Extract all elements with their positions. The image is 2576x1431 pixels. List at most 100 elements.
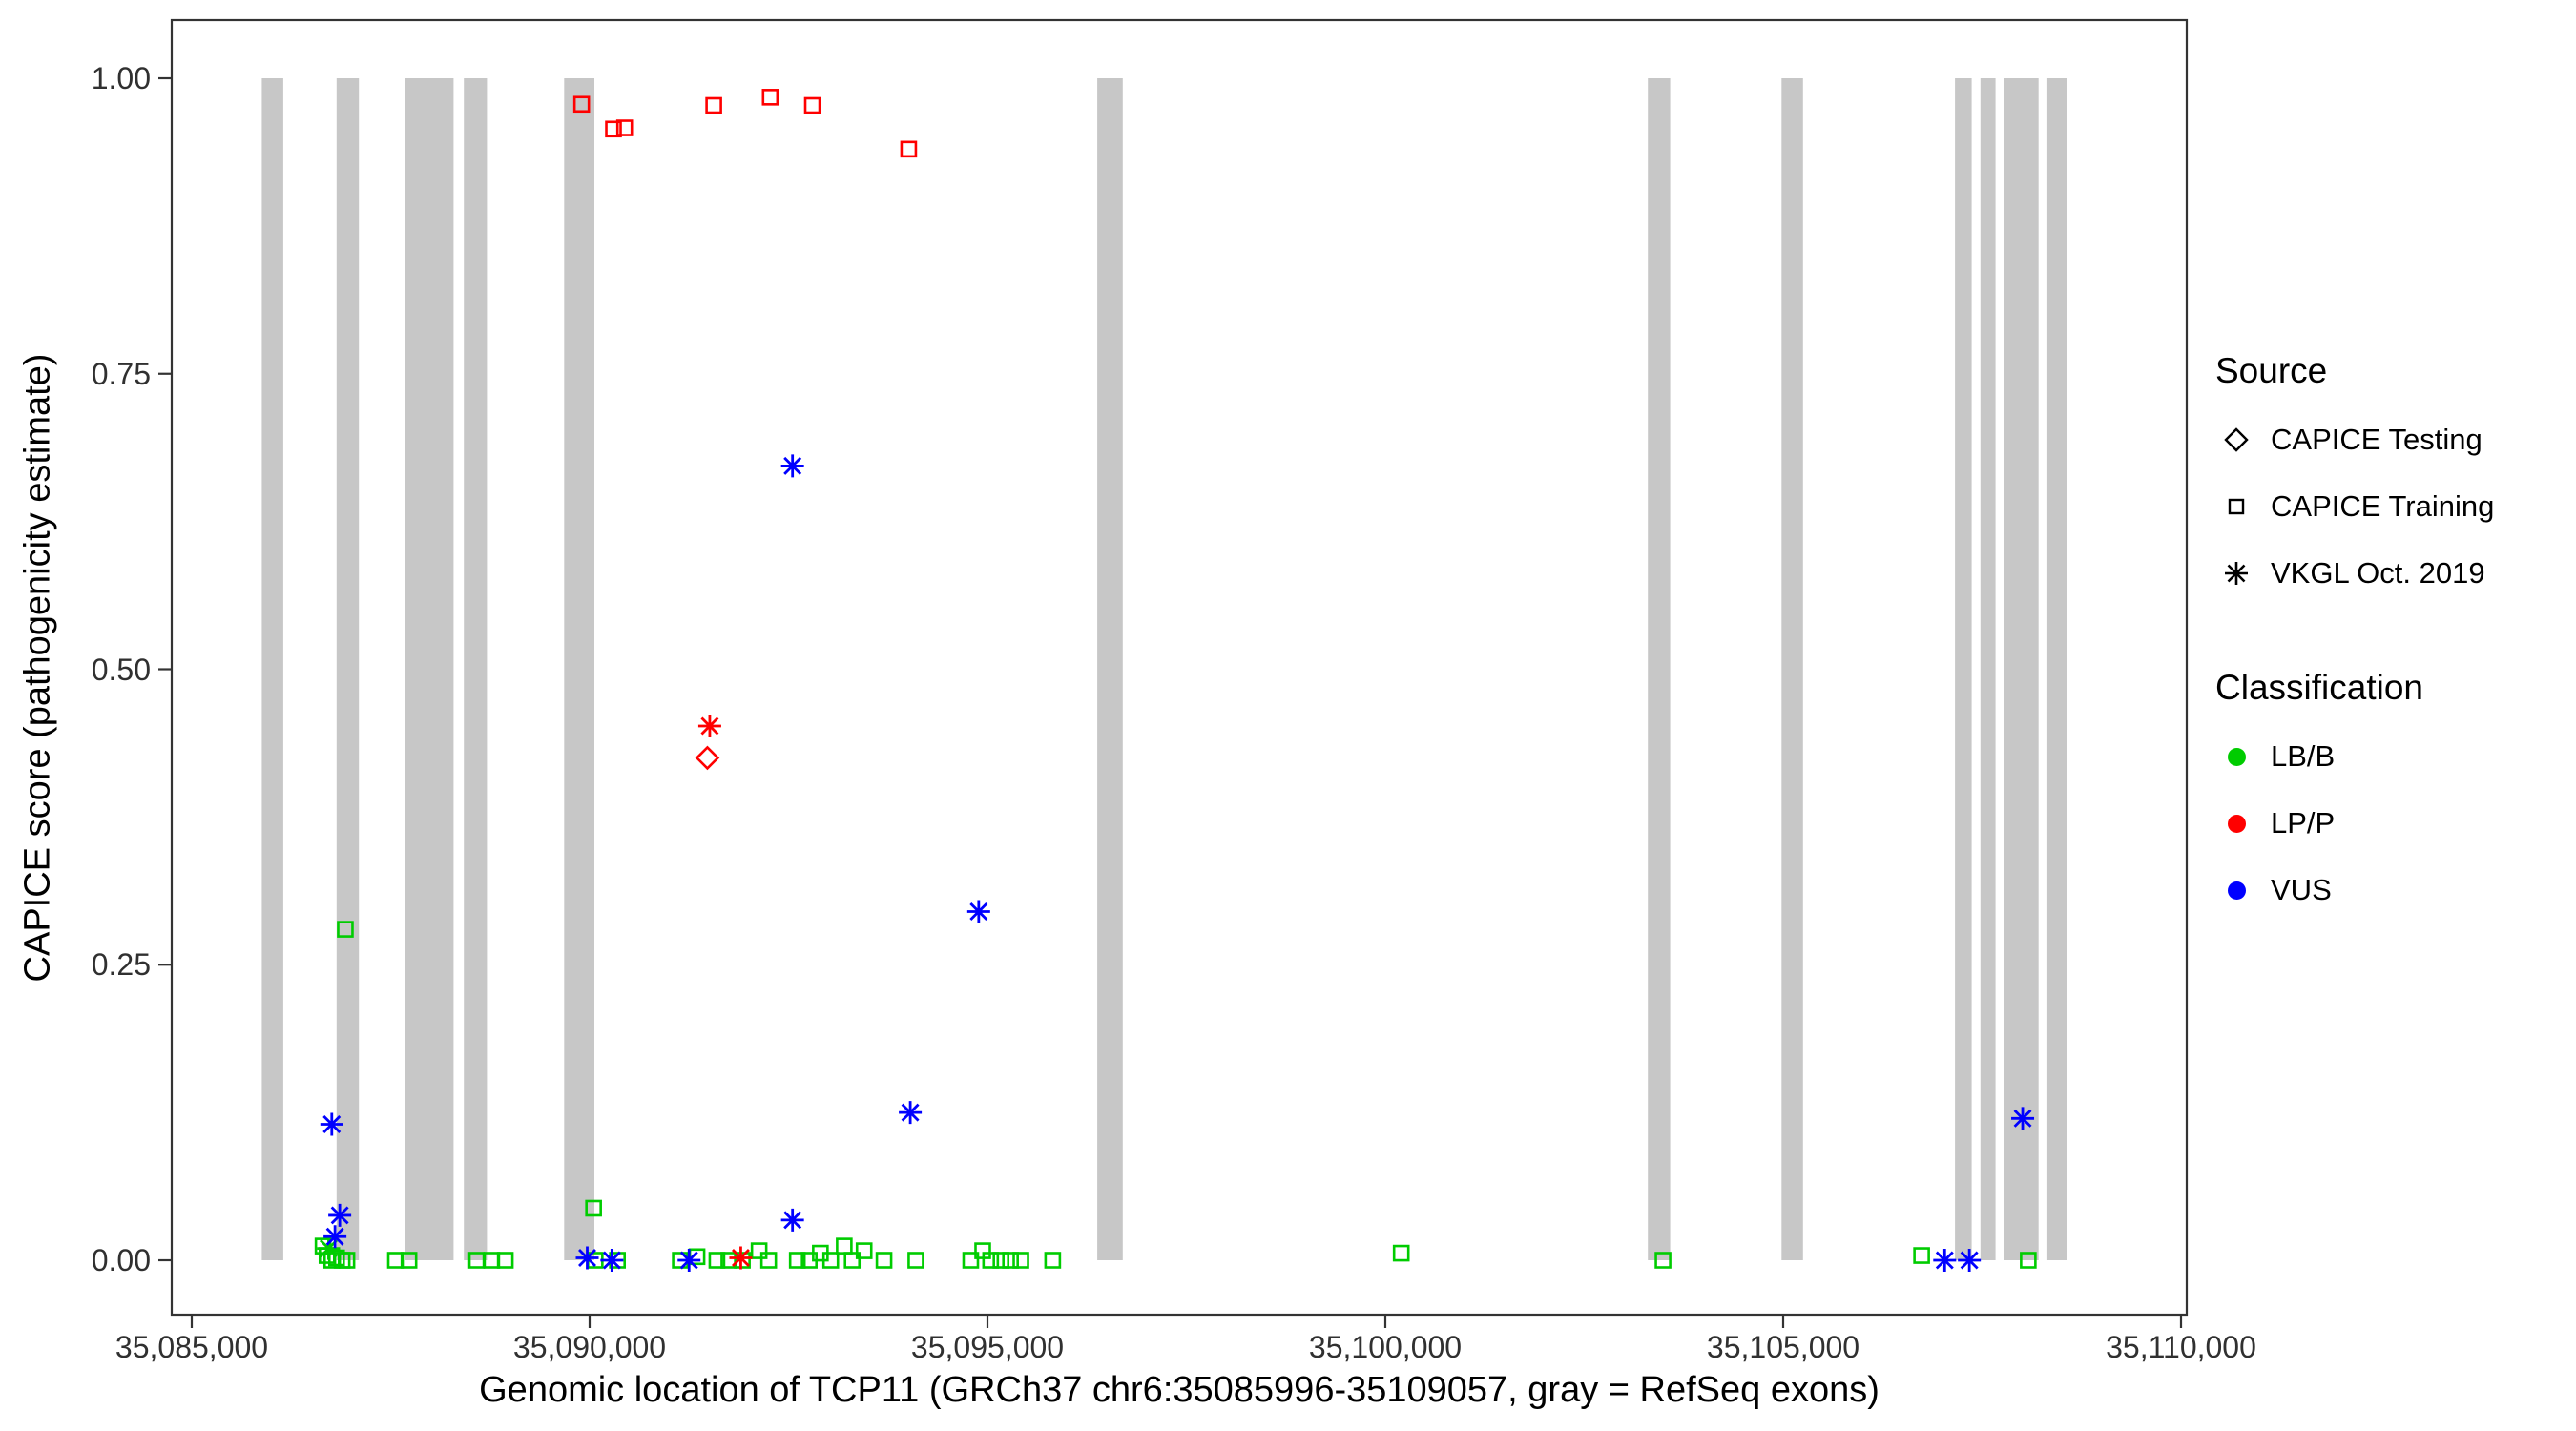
data-point-square [750, 1242, 768, 1259]
data-point-square [1012, 1252, 1029, 1269]
x-tick-label: 35,100,000 [1308, 1330, 1463, 1364]
legend-item-capice-training: CAPICE Training [2215, 473, 2494, 540]
legend-item-label: CAPICE Testing [2271, 423, 2483, 456]
x-tick-label: 35,105,000 [1706, 1330, 1860, 1364]
exon-bar [464, 78, 488, 1260]
lpp-color-dot [2227, 814, 2246, 833]
data-point-asterisk [323, 1225, 347, 1249]
data-point-asterisk [600, 1249, 624, 1272]
data-point-square [1392, 1244, 1410, 1262]
legend-item-label: LP/P [2271, 806, 2336, 840]
data-point-asterisk [328, 1203, 352, 1227]
data-point-diamond [695, 745, 720, 771]
diamond-icon [2215, 425, 2257, 455]
data-point-asterisk [697, 714, 721, 737]
data-point-asterisk [320, 1112, 343, 1136]
asterisk-icon [2215, 557, 2257, 590]
data-point-square [907, 1252, 924, 1269]
data-point-square [615, 119, 634, 136]
data-point-square [496, 1252, 514, 1269]
x-tick-label: 35,095,000 [910, 1330, 1065, 1364]
square-icon [2215, 491, 2257, 522]
data-point-asterisk [2011, 1107, 2035, 1130]
data-point-square [708, 1252, 726, 1269]
legend-item-capice-testing: CAPICE Testing [2215, 406, 2494, 473]
legend-item-label: LB/B [2271, 739, 2336, 773]
y-tick-label: 0.75 [91, 357, 151, 391]
data-point-square [900, 140, 918, 158]
data-point-square [400, 1252, 418, 1269]
exon-bar [2046, 78, 2067, 1260]
data-point-square [585, 1199, 602, 1217]
data-point-square [1002, 1252, 1019, 1269]
data-point-square [572, 95, 591, 114]
exon-bar [1097, 78, 1123, 1260]
vus-color-dot [2227, 881, 2246, 900]
legend-source-title: Source [2215, 351, 2328, 390]
data-point-square [705, 96, 722, 114]
data-point-square [855, 1242, 873, 1259]
y-axis-title: CAPICE score (pathogenicity estimate) [17, 353, 58, 983]
data-point-square [788, 1252, 806, 1269]
x-tick-label: 35,085,000 [114, 1330, 269, 1364]
data-point-asterisk [317, 1236, 341, 1260]
legend-item-label: VKGL Oct. 2019 [2271, 556, 2485, 590]
exon-bar [1648, 78, 1671, 1260]
x-tick-label: 35,110,000 [2106, 1330, 2256, 1364]
data-point-square [1654, 1252, 1672, 1269]
legend-item-vkgl: VKGL Oct. 2019 [2215, 540, 2494, 607]
data-point-square [386, 1252, 405, 1269]
legend-item-label: VUS [2271, 873, 2332, 906]
data-point-asterisk [677, 1249, 701, 1272]
data-point-asterisk [780, 454, 804, 478]
exon-bar [336, 78, 360, 1260]
data-point-square [1044, 1252, 1062, 1269]
data-point-asterisk [966, 900, 990, 923]
legend-classification-title: Classification [2215, 668, 2423, 707]
y-tick-label: 0.50 [91, 653, 151, 687]
exon-bar [1955, 78, 1972, 1260]
data-point-square [2020, 1252, 2037, 1269]
y-tick-label: 1.00 [91, 61, 151, 95]
data-point-square [803, 96, 821, 114]
data-point-square [734, 1252, 751, 1269]
legend-spacer [2215, 607, 2494, 668]
exon-bar [564, 78, 594, 1260]
y-tick-label: 0.00 [91, 1243, 151, 1277]
data-point-square [338, 1252, 356, 1269]
legend-item-label: CAPICE Training [2271, 489, 2495, 523]
data-point-asterisk [780, 1208, 804, 1232]
legend-item-vus: VUS [2215, 857, 2494, 923]
data-point-square [992, 1252, 1009, 1269]
data-point-square [1913, 1247, 1930, 1264]
data-point-asterisk [1933, 1249, 1957, 1272]
legend: Source CAPICE Testing CAPICE Training VK… [2215, 351, 2494, 923]
exon-bar [2004, 78, 2039, 1260]
plot-panel-border [170, 18, 2189, 1317]
legend-item-lbb: LB/B [2215, 723, 2494, 790]
data-point-asterisk [1958, 1249, 1982, 1272]
data-point-square [761, 89, 779, 106]
data-point-square [836, 1237, 853, 1255]
data-point-square [875, 1252, 893, 1269]
data-point-square [843, 1252, 862, 1269]
data-point-square [759, 1252, 778, 1269]
data-point-asterisk [575, 1246, 599, 1270]
y-tick-label: 0.25 [91, 947, 151, 982]
data-point-asterisk [729, 1246, 753, 1270]
data-point-square [982, 1252, 1000, 1269]
data-point-square [962, 1252, 980, 1269]
data-point-square [821, 1252, 840, 1269]
exon-bar [1781, 78, 1803, 1260]
data-point-square [337, 921, 354, 938]
data-point-square [605, 120, 622, 138]
exon-bar [405, 78, 454, 1260]
x-tick-label: 35,090,000 [512, 1330, 667, 1364]
legend-item-lpp: LP/P [2215, 790, 2494, 857]
data-point-asterisk [899, 1101, 923, 1125]
x-axis-title: Genomic location of TCP11 (GRCh37 chr6:3… [479, 1370, 1880, 1410]
exon-bar [261, 78, 283, 1260]
exon-bar [1980, 78, 1996, 1260]
